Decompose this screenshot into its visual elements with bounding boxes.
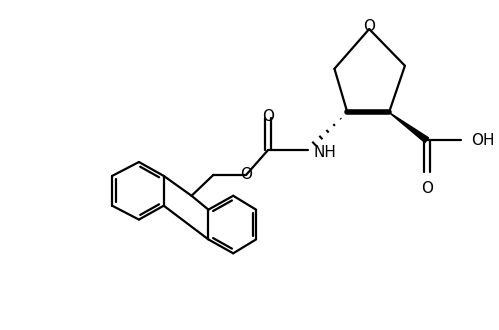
Text: O: O xyxy=(262,110,274,124)
Text: O: O xyxy=(363,19,375,34)
Text: NH: NH xyxy=(313,145,336,160)
Text: O: O xyxy=(240,167,252,182)
Text: O: O xyxy=(421,181,433,196)
Text: OH: OH xyxy=(472,133,495,148)
Polygon shape xyxy=(389,113,429,143)
